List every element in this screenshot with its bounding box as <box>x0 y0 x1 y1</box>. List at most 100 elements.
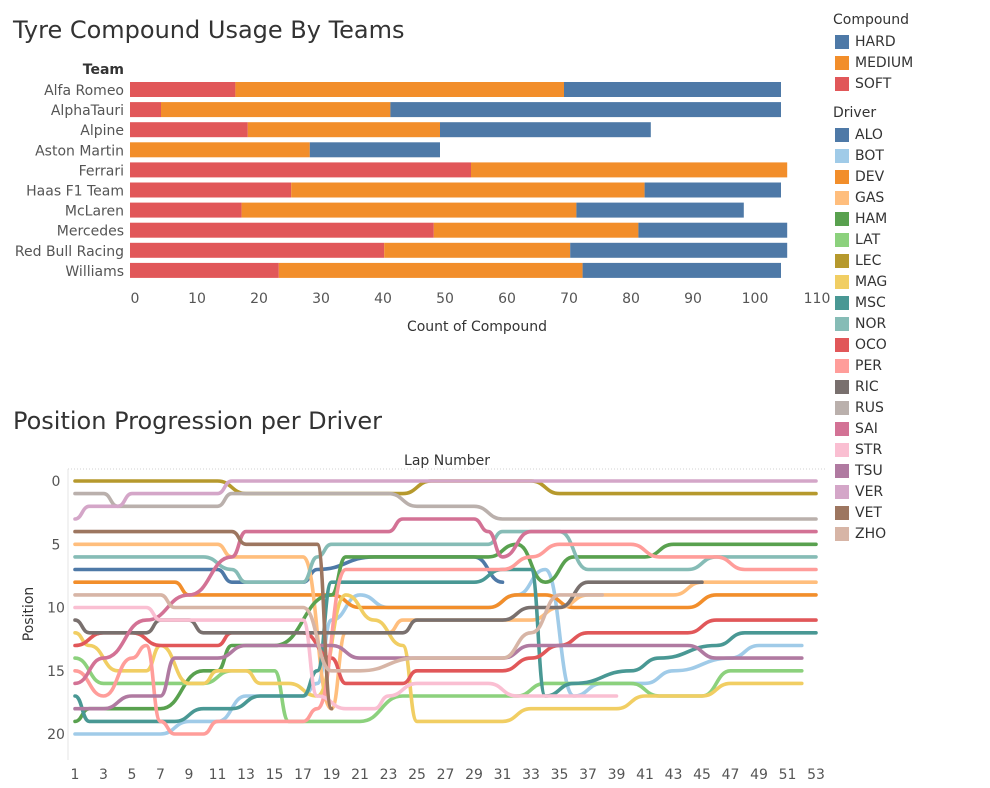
line-alo <box>73 555 505 584</box>
legend-swatch <box>835 485 849 499</box>
x-tick-label: 53 <box>807 767 825 783</box>
bar-hard <box>576 202 744 218</box>
bar-chart-title: Tyre Compound Usage By Teams <box>13 16 405 44</box>
x-tick-label: 49 <box>750 767 768 783</box>
team-label: Alfa Romeo <box>44 83 124 99</box>
legend-label: TSU <box>855 463 883 479</box>
bar-soft <box>130 102 161 118</box>
legend-label: GAS <box>855 190 885 206</box>
team-label: Haas F1 Team <box>26 184 124 200</box>
legend-label: PER <box>855 358 883 374</box>
legend-swatch <box>835 233 849 247</box>
y-tick-label: 10 <box>47 601 65 617</box>
legend-swatch <box>835 422 849 436</box>
legend-label: HARD <box>855 34 896 50</box>
legend-swatch <box>835 212 849 226</box>
line-mag <box>73 593 804 724</box>
bar-soft <box>130 122 248 138</box>
y-tick-label: 0 <box>52 474 61 490</box>
x-tick-label: 39 <box>608 767 626 783</box>
team-label: AlphaTauri <box>51 103 124 119</box>
legend-swatch <box>835 380 849 394</box>
x-axis-title: Count of Compound <box>407 319 547 335</box>
bar-medium <box>235 82 564 97</box>
x-tick-label: 17 <box>294 767 312 783</box>
bar-medium <box>247 122 440 138</box>
legend-label: MAG <box>855 274 888 290</box>
x-tick-label: 31 <box>494 767 512 783</box>
y-tick-label: 15 <box>47 664 65 680</box>
bar-medium <box>471 162 788 178</box>
legend-label: DEV <box>855 169 885 185</box>
x-tick-label: 100 <box>742 291 769 307</box>
bar-hard <box>570 242 788 258</box>
bar-medium <box>130 142 310 158</box>
line-sai <box>73 517 818 686</box>
legend-swatch <box>835 443 849 457</box>
bar-hard <box>644 182 781 198</box>
legend-swatch <box>835 296 849 310</box>
bar-hard <box>309 142 440 158</box>
x-tick-label: 19 <box>323 767 341 783</box>
bar-soft <box>130 242 385 258</box>
x-tick-label: 20 <box>250 291 268 307</box>
line-oco <box>73 618 818 686</box>
bar-soft <box>130 182 292 198</box>
legend-swatch <box>835 254 849 268</box>
line-rus <box>73 491 818 521</box>
x-tick-label: 45 <box>693 767 711 783</box>
bar-hard <box>564 82 781 97</box>
line-ver <box>73 479 818 521</box>
team-label: Aston Martin <box>35 143 124 159</box>
legend-swatch <box>835 77 849 91</box>
bar-soft <box>130 202 242 218</box>
line-per <box>73 542 818 736</box>
legend-label: SOFT <box>855 76 892 92</box>
x-tick-label: 40 <box>374 291 392 307</box>
x-tick-label: 3 <box>99 767 108 783</box>
bar-medium <box>291 182 645 198</box>
y-axis-title: Position <box>21 587 37 642</box>
legend-label: LAT <box>855 232 881 248</box>
line-chart-title: Position Progression per Driver <box>13 407 383 435</box>
line-ric <box>73 580 704 635</box>
bar-soft <box>130 262 279 278</box>
x-tick-label: 25 <box>408 767 426 783</box>
legend-label: STR <box>855 442 883 458</box>
legend-label: VET <box>855 505 882 521</box>
x-tick-label: 33 <box>522 767 540 783</box>
x-tick-label: 13 <box>237 767 255 783</box>
line-str <box>73 605 619 711</box>
line-lec <box>73 479 818 496</box>
x-tick-label: 10 <box>188 291 206 307</box>
legend-swatch <box>835 338 849 352</box>
legend-label: ZHO <box>855 526 887 542</box>
x-tick-label: 27 <box>437 767 455 783</box>
legend-label: ALO <box>855 127 883 143</box>
driver-legend-title: Driver <box>833 105 877 121</box>
compound-bar-chart: Team Alfa Romeo AlphaTauri Alpine Aston Mart… <box>15 62 831 335</box>
legend-label: SAI <box>855 421 878 437</box>
x-tick-label: 110 <box>804 291 831 307</box>
x-tick-label: 47 <box>722 767 740 783</box>
y-axis-title: Team <box>83 62 124 78</box>
legend-swatch <box>835 317 849 331</box>
legend-swatch <box>835 359 849 373</box>
x-tick-label: 41 <box>636 767 654 783</box>
bar-soft <box>130 82 236 97</box>
x-tick-label: 70 <box>560 291 578 307</box>
legend-swatch <box>835 506 849 520</box>
team-label: Mercedes <box>57 224 124 240</box>
bar-hard <box>638 222 788 238</box>
bar-hard <box>390 102 781 118</box>
x-tick-label: 35 <box>551 767 569 783</box>
x-tick-label: 29 <box>465 767 483 783</box>
team-label: Alpine <box>80 123 124 139</box>
x-tick-label: 43 <box>665 767 683 783</box>
x-tick-label: 0 <box>131 291 140 307</box>
team-label: McLaren <box>65 204 124 220</box>
legend-swatch <box>835 56 849 70</box>
legend-label: MEDIUM <box>855 55 914 71</box>
x-tick-label: 23 <box>380 767 398 783</box>
